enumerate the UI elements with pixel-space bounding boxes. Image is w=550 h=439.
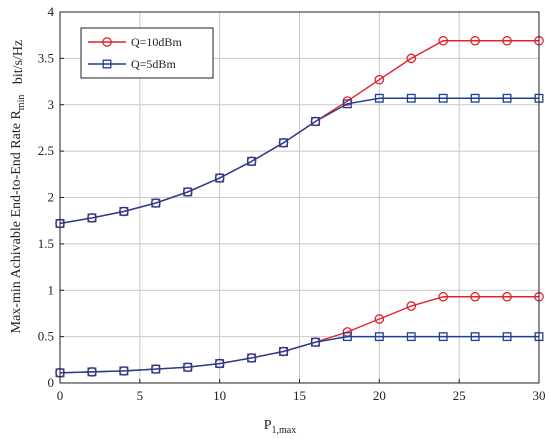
series-line <box>59 97 539 225</box>
x-tick-label: 15 <box>293 388 306 403</box>
data-point-square <box>311 337 320 347</box>
data-point-square <box>502 332 512 342</box>
data-point-circle <box>438 291 449 302</box>
legend-box <box>80 27 214 79</box>
data-point-square <box>279 138 288 148</box>
data-point-square <box>247 353 257 363</box>
data-point-square <box>215 173 225 183</box>
x-tick-label: 10 <box>213 388 226 403</box>
legend: Q=10dBm Q=5dBm <box>80 27 214 79</box>
series-layer <box>55 35 544 378</box>
data-point-square <box>502 93 512 103</box>
data-point-square <box>406 93 416 103</box>
data-point-square <box>87 367 97 377</box>
data-point-circle <box>502 35 512 46</box>
data-point-square <box>438 93 448 103</box>
x-axis-label: P1,max <box>264 418 297 436</box>
x-tick-label: 0 <box>57 388 64 403</box>
legend-items: Q=10dBm Q=5dBm <box>88 35 182 71</box>
data-point-circle <box>406 301 417 311</box>
data-point-square <box>102 59 112 69</box>
y-tick-label: 0.5 <box>38 329 54 344</box>
y-tick-label: 2.5 <box>38 143 54 158</box>
data-point-square <box>406 332 416 342</box>
x-tick-label: 5 <box>137 388 144 403</box>
data-point-circle <box>502 291 512 302</box>
plot-frame <box>59 11 540 384</box>
data-point-square <box>151 364 161 374</box>
data-point-square <box>119 206 129 216</box>
data-point-square <box>119 366 129 376</box>
data-point-square <box>151 198 161 208</box>
data-point-square <box>183 187 193 197</box>
data-point-square <box>87 213 97 223</box>
data-point-square <box>438 332 448 342</box>
data-point-circle <box>102 37 112 47</box>
data-point-square <box>470 93 480 103</box>
y-tick-label: 3 <box>48 97 55 112</box>
data-point-square <box>311 116 320 126</box>
y-axis-unit-label: bit/s/Hz <box>11 40 26 84</box>
y-tick-label: 1.5 <box>38 236 54 251</box>
data-point-square <box>215 359 225 368</box>
data-point-circle <box>406 53 417 64</box>
y-tick-label: 4 <box>48 4 55 19</box>
data-point-square <box>374 332 384 342</box>
grid <box>59 11 540 384</box>
data-point-square <box>342 99 352 109</box>
x-tick-label: 25 <box>453 388 466 403</box>
data-point-circle <box>470 291 480 302</box>
data-point-square <box>279 347 288 356</box>
legend-label: Q=5dBm <box>131 57 176 71</box>
data-point-square <box>374 93 384 103</box>
y-tick-label: 0 <box>48 375 55 390</box>
y-axis-label: Max-min Achivable End-to-End Rate Rmin <box>9 95 27 334</box>
data-point-square <box>247 156 257 166</box>
series-line <box>59 335 539 374</box>
x-tick-label: 30 <box>533 388 546 403</box>
y-tick-label: 3.5 <box>38 50 54 65</box>
data-point-square <box>342 332 352 342</box>
y-tick-label: 2 <box>48 190 55 205</box>
y-tick-label: 1 <box>48 282 55 297</box>
data-point-circle <box>438 35 449 46</box>
data-point-circle <box>470 35 480 46</box>
legend-label: Q=10dBm <box>131 35 182 49</box>
x-tick-label: 20 <box>373 388 386 403</box>
data-point-circle <box>374 314 385 324</box>
series-2 <box>55 93 544 378</box>
data-point-square <box>470 332 480 342</box>
data-point-square <box>183 362 193 372</box>
data-point-circle <box>374 74 385 85</box>
